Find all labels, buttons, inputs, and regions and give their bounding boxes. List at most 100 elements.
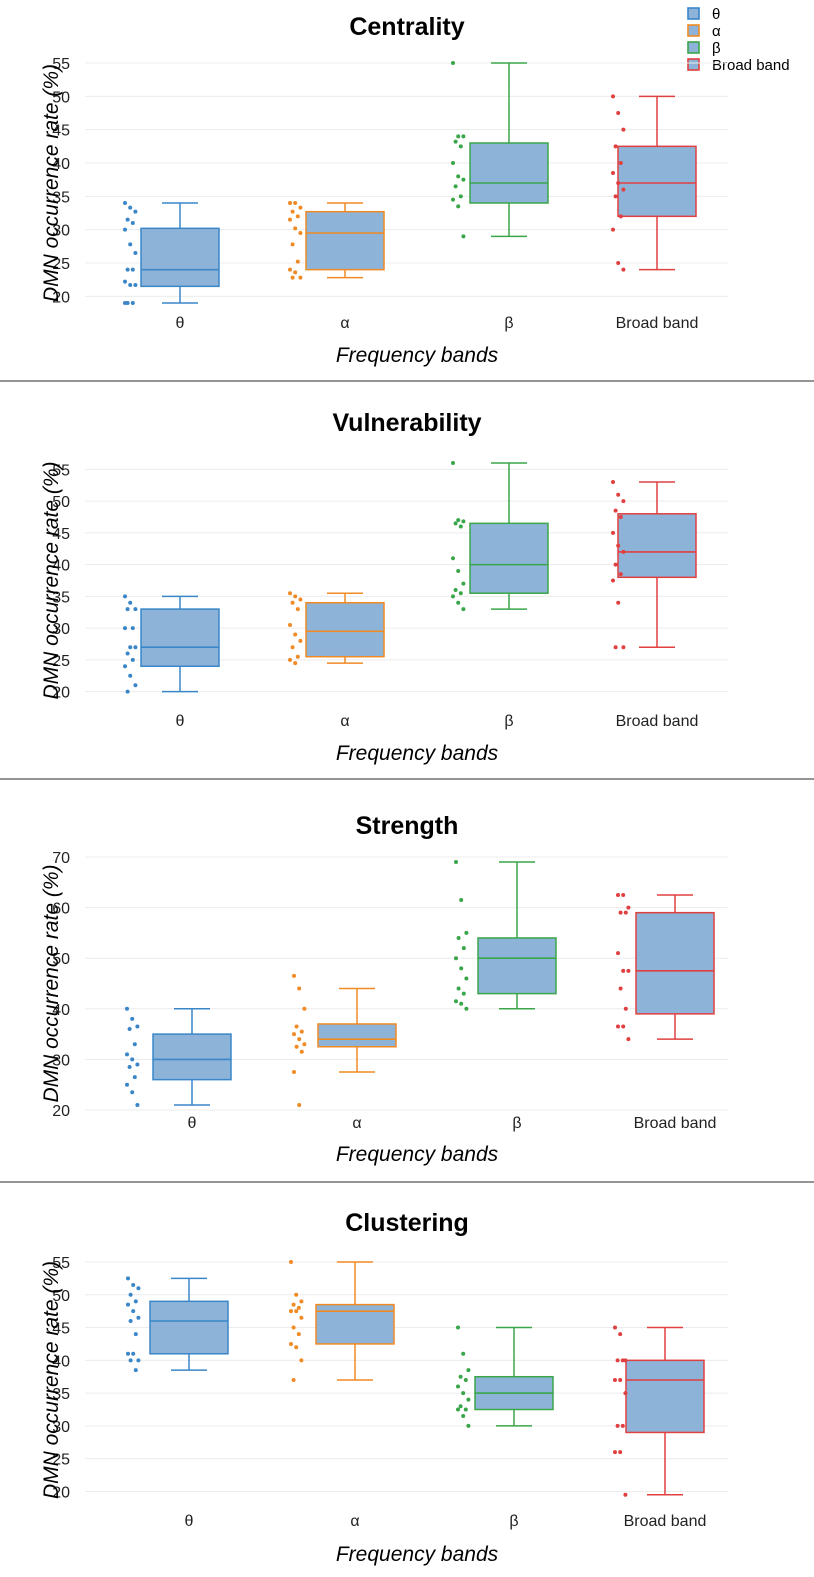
data-point [464,1006,469,1011]
data-point [133,607,138,612]
data-point [128,1319,133,1323]
data-point [133,283,138,287]
data-point [298,231,303,235]
x-axis-label: Frequency bands [336,1143,499,1166]
data-point [132,1042,137,1047]
data-point [125,1082,129,1087]
data-point [293,201,298,205]
data-point [458,591,463,596]
data-point [611,480,615,485]
box-series [451,461,549,612]
x-tick-label: α [352,1115,361,1132]
y-tick-label: 45 [52,526,70,543]
data-point [295,214,300,219]
data-point [130,221,135,225]
data-point [618,910,623,915]
data-point [453,184,458,189]
x-tick-label: θ [188,1115,197,1132]
data-point [461,519,466,524]
data-point [461,1414,466,1419]
data-point [293,661,298,666]
data-point [458,194,463,199]
legend-swatch [687,41,700,54]
data-point [621,645,626,650]
data-point [451,61,455,65]
data-point [458,1404,463,1409]
data-point [461,1351,466,1356]
data-point [461,946,466,951]
data-point [456,1384,460,1389]
data-point [613,194,618,199]
data-point [621,499,626,504]
y-tick-label: 35 [52,189,70,206]
data-point [299,1358,304,1363]
data-point [123,279,127,284]
box-series [126,1276,229,1373]
data-point [125,689,130,694]
x-tick-label: β [504,315,513,332]
data-point [611,171,615,175]
data-point [299,1315,304,1320]
y-tick-label: 50 [52,89,70,106]
data-point [615,1423,620,1428]
data-point [618,986,623,991]
data-point [621,1024,626,1029]
data-point [621,267,626,272]
data-point [453,521,458,526]
data-point [128,600,133,605]
y-tick-label: 25 [52,1452,70,1469]
data-point [621,968,626,973]
y-tick-label: 20 [52,1103,70,1120]
data-point [621,187,626,192]
box-series [125,1006,232,1107]
y-tick-label: 20 [52,289,70,306]
data-point [621,127,626,132]
data-point [125,267,130,272]
data-point [616,492,621,497]
data-point [618,572,623,577]
data-point [127,1064,132,1069]
data-point [297,986,302,991]
data-point [302,1042,307,1047]
data-point [458,144,463,149]
box-series [454,860,557,1011]
data-point [296,1332,301,1337]
y-tick-label: 50 [52,951,70,968]
x-tick-label: θ [185,1513,194,1530]
data-point [290,209,295,214]
data-point [456,204,461,209]
data-point [290,275,295,280]
data-point [292,1032,296,1037]
data-point [621,892,626,897]
data-point [461,234,466,239]
data-point [298,275,303,280]
data-point [461,991,466,996]
data-point [611,578,615,583]
data-point [288,622,292,627]
data-point [466,1368,471,1373]
y-axis-label: DMN occurrence rate (%) [40,864,63,1102]
x-tick-label: Broad band [634,1115,717,1132]
y-tick-label: 25 [52,653,70,670]
x-tick-label: α [350,1513,359,1530]
iqr-box [140,227,220,288]
data-point [616,111,621,115]
y-axis-label: DMN occurrence rate (%) [40,64,63,302]
data-point [623,910,628,915]
y-tick-label: 30 [52,1419,70,1436]
data-point [130,657,135,662]
data-point [136,1358,141,1363]
panel-separators [0,380,814,1183]
iqr-box [617,513,697,579]
x-tick-label: θ [176,315,185,332]
y-tick-label: 40 [52,1002,70,1019]
y-tick-label: 30 [52,621,70,638]
data-point [299,1049,304,1054]
data-point [458,524,463,529]
legend-item: Broad band [687,57,790,74]
data-point [466,1423,471,1428]
y-tick-label: 35 [52,589,70,606]
data-point [459,966,464,971]
